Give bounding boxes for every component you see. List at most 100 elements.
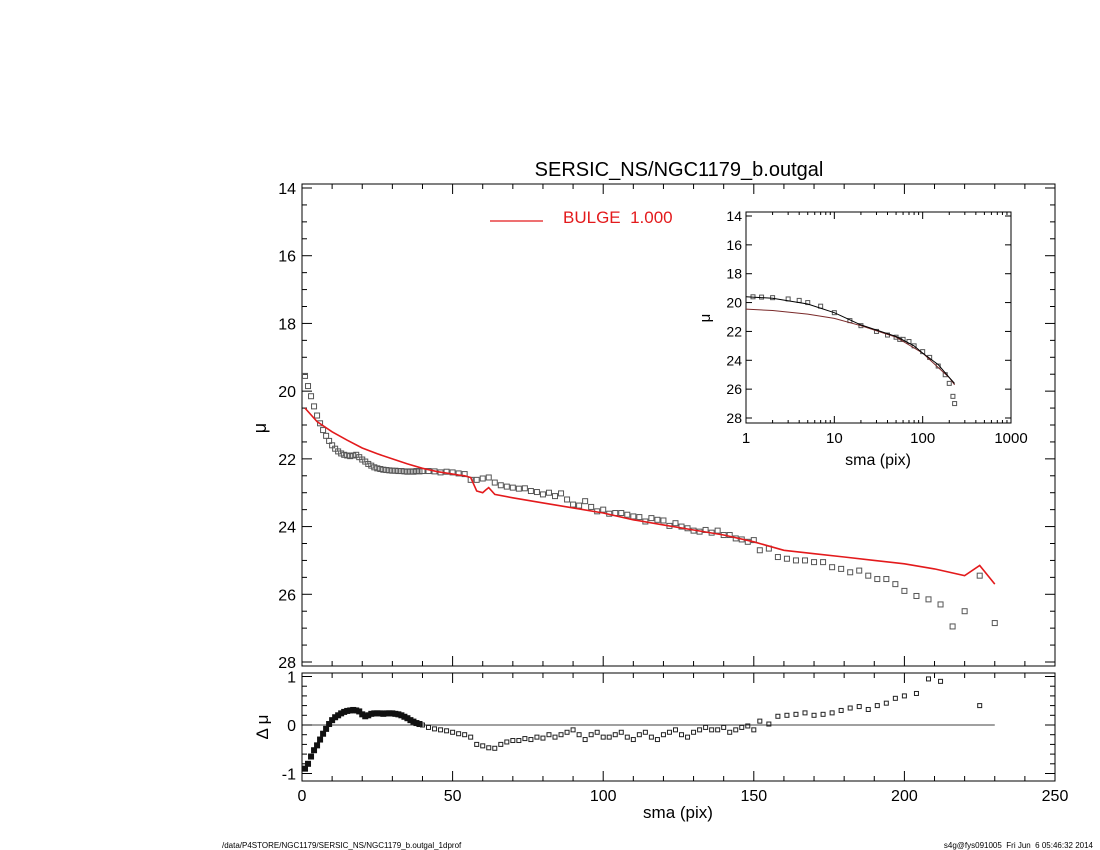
profile-point	[311, 403, 318, 410]
inset-x-tick-label: 100	[910, 430, 935, 447]
residual-point	[450, 729, 456, 735]
residual-panel: 10-1 0 50 100 150 200 250 Δ μ sma (pix)	[253, 670, 1068, 823]
residual-point	[564, 729, 570, 735]
x-tick-label: 100	[590, 788, 617, 805]
profile-point	[913, 592, 920, 599]
residual-point	[546, 732, 552, 738]
residual-y-axis-label: Δ μ	[253, 715, 272, 740]
residual-point	[305, 760, 312, 767]
residual-point	[516, 738, 522, 744]
profile-point	[386, 467, 393, 474]
residual-point	[618, 729, 624, 735]
residual-point	[709, 727, 715, 733]
profile-point	[326, 437, 333, 444]
residual-point	[775, 713, 781, 719]
profile-point	[338, 450, 345, 457]
profile-point	[678, 523, 685, 530]
residual-point	[552, 734, 558, 740]
inset-y-tick-label: 18	[726, 266, 742, 282]
profile-point	[404, 468, 411, 475]
residual-point	[320, 730, 327, 737]
main-y-tick-label: 18	[278, 316, 296, 333]
inset-y-tick-label: 20	[726, 295, 742, 311]
profile-point	[630, 513, 637, 520]
profile-point	[377, 466, 384, 473]
residual-point	[504, 739, 510, 745]
residual-y-axis: 1 0 -1	[282, 670, 1055, 784]
residual-data-points	[302, 676, 983, 772]
profile-point	[398, 468, 405, 475]
footer-file-path: /data/P4STORE/NGC1179/SERSIC_NS/NGC1179_…	[222, 841, 462, 850]
inset-y-tick-label: 22	[726, 323, 742, 339]
profile-point	[636, 514, 643, 521]
profile-point	[874, 576, 881, 583]
main-y-axis: 14 16 18 20 22 24 26 28	[278, 181, 1055, 672]
inset-y-tick-label: 26	[726, 381, 742, 397]
residual-point	[766, 721, 772, 727]
profile-point	[497, 482, 504, 489]
profile-point	[389, 467, 396, 474]
profile-point	[392, 467, 399, 474]
profile-point	[949, 623, 956, 630]
residual-point	[486, 745, 492, 751]
residual-point	[600, 734, 606, 740]
profile-point	[527, 488, 534, 495]
residual-point	[666, 729, 672, 735]
residual-point	[691, 729, 697, 735]
profile-point	[811, 559, 818, 566]
profile-point	[576, 502, 583, 509]
profile-point	[991, 620, 998, 627]
profile-point	[783, 555, 790, 562]
profile-point	[624, 511, 631, 518]
profile-point	[618, 510, 625, 517]
residual-point	[856, 704, 862, 710]
profile-point	[582, 498, 589, 505]
x-tick-label: 50	[444, 788, 462, 805]
residual-point	[326, 721, 333, 728]
residual-point	[829, 710, 835, 716]
residual-point	[642, 729, 648, 735]
residual-point	[672, 727, 678, 733]
residual-point	[308, 753, 315, 760]
profile-point	[347, 453, 354, 460]
residual-point	[540, 735, 546, 741]
x-tick-label: 150	[740, 788, 767, 805]
profile-point	[443, 468, 450, 475]
profile-point	[865, 572, 872, 579]
residual-point	[892, 695, 898, 701]
residual-point	[679, 732, 685, 738]
profile-point	[368, 462, 375, 469]
profile-point	[509, 484, 516, 491]
inset-x-axis: 1 10 100 1000	[742, 212, 1028, 447]
profile-point	[374, 465, 381, 472]
residual-point	[654, 737, 660, 743]
main-x-axis	[301, 184, 1056, 666]
residual-point	[419, 722, 425, 728]
profile-point	[672, 520, 679, 527]
residual-point	[636, 732, 642, 738]
residual-point	[703, 724, 709, 730]
residual-point	[594, 729, 600, 735]
residual-point	[606, 734, 612, 740]
profile-point	[961, 608, 968, 615]
residual-point	[739, 724, 745, 730]
inset-profile-point	[946, 380, 952, 386]
residual-point	[733, 727, 739, 733]
residual-point	[874, 703, 880, 709]
residual-point	[901, 693, 907, 699]
residual-point	[317, 736, 324, 743]
profile-point	[829, 564, 836, 571]
residual-point	[697, 727, 703, 733]
residual-point	[612, 732, 618, 738]
residual-point	[558, 732, 564, 738]
residual-point	[416, 721, 423, 728]
residual-point	[938, 678, 944, 684]
profile-point	[792, 557, 799, 564]
main-y-axis-label: μ	[250, 423, 270, 433]
residual-point	[492, 745, 498, 751]
profile-point	[380, 466, 387, 473]
residual-y-tick-label: 1	[287, 670, 296, 687]
residual-point	[474, 741, 480, 747]
profile-point	[539, 491, 546, 498]
